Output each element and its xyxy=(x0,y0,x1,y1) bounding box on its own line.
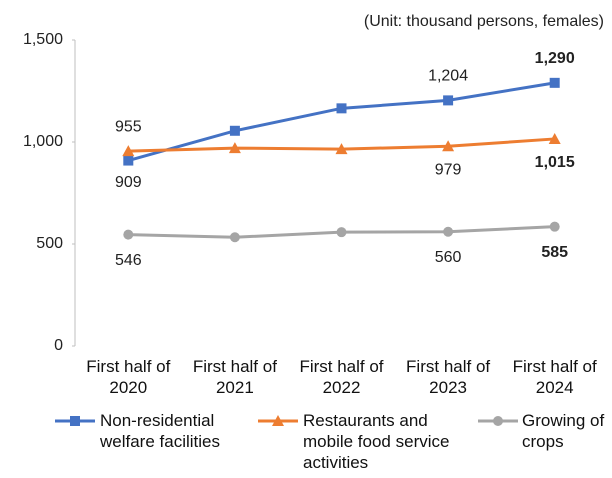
legend-label: Non-residential welfare facilities xyxy=(100,411,220,451)
x-tick-label: First half of 2024 xyxy=(512,357,597,397)
marker-triangle xyxy=(122,145,135,157)
y-tick-label: 0 xyxy=(54,337,63,354)
marker-triangle xyxy=(335,143,348,155)
x-tick-label: First half of 2020 xyxy=(86,357,171,397)
marker-square xyxy=(336,103,347,114)
marker-circle xyxy=(443,226,454,237)
marker-triangle xyxy=(548,132,561,144)
data-label: 909 xyxy=(115,174,142,191)
x-tick-label: First half of 2021 xyxy=(192,357,277,397)
unit-note: (Unit: thousand persons, females) xyxy=(364,13,604,30)
legend-label: Restaurants and mobile food service acti… xyxy=(303,411,450,472)
legend-marker xyxy=(272,415,284,426)
y-tick-label: 1,500 xyxy=(23,31,63,48)
marker-square xyxy=(443,95,454,106)
marker-square xyxy=(549,77,560,88)
marker-square xyxy=(123,155,134,166)
y-tick-label: 500 xyxy=(36,235,63,252)
marker-circle xyxy=(123,229,134,240)
data-label: 1,290 xyxy=(535,50,575,67)
legend-label: Growing of crops xyxy=(522,411,605,451)
marker-circle xyxy=(336,227,347,238)
marker-triangle xyxy=(228,142,241,154)
data-label: 955 xyxy=(115,118,142,135)
x-tick-label: First half of 2023 xyxy=(406,357,491,397)
data-label: 1,204 xyxy=(428,68,468,85)
legend-marker xyxy=(493,416,503,426)
data-label: 585 xyxy=(541,244,568,261)
data-label: 1,015 xyxy=(535,154,575,171)
legend-marker xyxy=(70,416,80,426)
marker-square xyxy=(229,125,240,136)
marker-circle xyxy=(229,232,240,243)
marker-triangle xyxy=(442,140,455,152)
x-tick-label: First half of 2022 xyxy=(299,357,384,397)
y-tick-label: 1,000 xyxy=(23,133,63,150)
data-label: 546 xyxy=(115,252,142,269)
data-label: 979 xyxy=(435,162,462,179)
data-label: 560 xyxy=(435,249,462,266)
marker-circle xyxy=(549,221,560,232)
